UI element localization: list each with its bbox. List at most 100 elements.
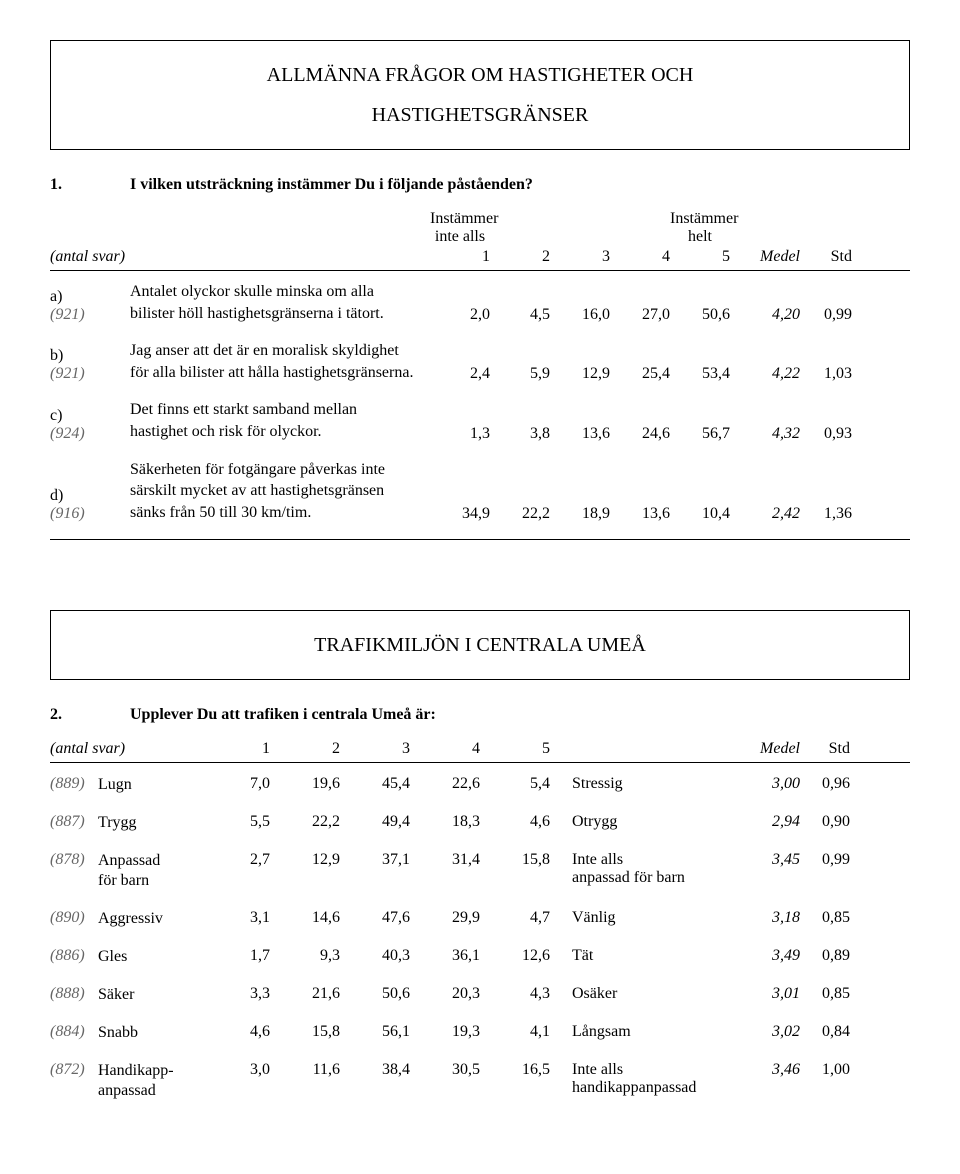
- row-right-label: Stressig: [550, 775, 740, 793]
- row-count: (886): [50, 947, 98, 967]
- table-2-row: (890)Aggressiv3,114,647,629,94,7Vänlig3,…: [50, 909, 910, 929]
- row-id: a): [50, 288, 130, 306]
- cell-medel: 3,46: [740, 1061, 800, 1079]
- row-left-label: Säker: [98, 985, 200, 1005]
- row-right-label: Tät: [550, 947, 740, 965]
- section-1-box: ALLMÄNNA FRÅGOR OM HASTIGHETER OCH HASTI…: [50, 40, 910, 150]
- table-2-row: (878)Anpassadför barn2,712,937,131,415,8…: [50, 851, 910, 891]
- cell-std: 0,96: [800, 775, 850, 793]
- cell-value: 5,5: [200, 813, 270, 831]
- cell-medel: 3,49: [740, 947, 800, 965]
- row-left-label: Anpassadför barn: [98, 851, 200, 891]
- cell-std: 1,00: [800, 1061, 850, 1079]
- cell-value: 20,3: [410, 985, 480, 1003]
- cell-value: 4,6: [200, 1023, 270, 1041]
- section-1-title-line-1: ALLMÄNNA FRÅGOR OM HASTIGHETER OCH: [267, 64, 694, 86]
- question-2-number: 2.: [50, 706, 130, 724]
- table-2-row: (884)Snabb4,615,856,119,34,1Långsam3,020…: [50, 1023, 910, 1043]
- cell-value: 3,0: [200, 1061, 270, 1079]
- cell-value: 12,9: [270, 851, 340, 869]
- cell-value: 50,6: [340, 985, 410, 1003]
- cell-std: 1,03: [800, 365, 852, 383]
- row-count: (889): [50, 775, 98, 795]
- scale-high-label-2: helt: [688, 228, 712, 245]
- t2-col-3: 3: [340, 740, 410, 758]
- col-std: Std: [800, 248, 852, 266]
- cell-medel: 3,02: [740, 1023, 800, 1041]
- cell-medel: 4,22: [730, 365, 800, 383]
- col-4: 4: [610, 248, 670, 266]
- scale-high-label-1: Instämmer: [670, 210, 738, 227]
- cell-value: 3,3: [200, 985, 270, 1003]
- table-1-row: a)(921)Antalet olyckor skulle minska om …: [50, 281, 910, 324]
- question-2-text: Upplever Du att trafiken i centrala Umeå…: [130, 706, 436, 724]
- cell-value: 9,3: [270, 947, 340, 965]
- cell-value: 27,0: [610, 306, 670, 324]
- antal-svar-label-2: (antal svar): [50, 740, 200, 758]
- cell-value: 22,6: [410, 775, 480, 793]
- cell-medel: 3,45: [740, 851, 800, 869]
- cell-value: 45,4: [340, 775, 410, 793]
- cell-std: 0,85: [800, 909, 850, 927]
- row-text: Jag anser att det är en moralisk skyldig…: [130, 340, 430, 383]
- col-medel: Medel: [730, 248, 800, 266]
- cell-std: 0,99: [800, 306, 852, 324]
- scale-low-label-1: Instämmer: [430, 210, 498, 227]
- row-count: (921): [50, 365, 130, 383]
- table-2-row: (888)Säker3,321,650,620,34,3Osäker3,010,…: [50, 985, 910, 1005]
- cell-std: 0,90: [800, 813, 850, 831]
- t2-col-1: 1: [200, 740, 270, 758]
- cell-value: 13,6: [550, 425, 610, 443]
- cell-value: 38,4: [340, 1061, 410, 1079]
- cell-value: 47,6: [340, 909, 410, 927]
- t2-col-4: 4: [410, 740, 480, 758]
- row-left-label: Handikapp-anpassad: [98, 1061, 200, 1101]
- row-right-label: Inte allsanpassad för barn: [550, 851, 740, 887]
- col-5: 5: [670, 248, 730, 266]
- row-count: (921): [50, 306, 130, 324]
- row-id: d): [50, 487, 130, 505]
- cell-value: 18,9: [550, 505, 610, 523]
- cell-value: 13,6: [610, 505, 670, 523]
- cell-std: 0,99: [800, 851, 850, 869]
- table-1-row: d)(916)Säkerheten för fotgängare påverka…: [50, 459, 910, 524]
- row-left-label: Aggressiv: [98, 909, 200, 929]
- question-1: 1. I vilken utsträckning instämmer Du i …: [50, 176, 910, 194]
- row-count: (890): [50, 909, 98, 929]
- cell-value: 53,4: [670, 365, 730, 383]
- cell-std: 0,89: [800, 947, 850, 965]
- row-left-label: Snabb: [98, 1023, 200, 1043]
- row-right-label: Otrygg: [550, 813, 740, 831]
- section-2-box: TRAFIKMILJÖN I CENTRALA UMEÅ: [50, 610, 910, 680]
- cell-value: 25,4: [610, 365, 670, 383]
- cell-value: 5,9: [490, 365, 550, 383]
- cell-value: 12,6: [480, 947, 550, 965]
- cell-value: 29,9: [410, 909, 480, 927]
- row-text: Säkerheten för fotgängare påverkas intes…: [130, 459, 430, 524]
- table-1-header: (antal svar) 1 2 3 4 5 Medel Std: [50, 248, 910, 271]
- section-2-title: TRAFIKMILJÖN I CENTRALA UMEÅ: [61, 625, 899, 665]
- section-1-title-line-2: HASTIGHETSGRÄNSER: [372, 104, 589, 126]
- cell-value: 19,3: [410, 1023, 480, 1041]
- cell-value: 14,6: [270, 909, 340, 927]
- section-1-divider: [50, 539, 910, 540]
- cell-value: 2,7: [200, 851, 270, 869]
- cell-value: 15,8: [270, 1023, 340, 1041]
- cell-medel: 4,32: [730, 425, 800, 443]
- cell-value: 4,1: [480, 1023, 550, 1041]
- cell-value: 4,5: [490, 306, 550, 324]
- cell-value: 37,1: [340, 851, 410, 869]
- cell-value: 34,9: [430, 505, 490, 523]
- cell-medel: 2,42: [730, 505, 800, 523]
- table-2-row: (889)Lugn7,019,645,422,65,4Stressig3,000…: [50, 775, 910, 795]
- cell-value: 5,4: [480, 775, 550, 793]
- cell-value: 22,2: [490, 505, 550, 523]
- cell-value: 11,6: [270, 1061, 340, 1079]
- t2-col-medel: Medel: [740, 740, 800, 758]
- row-text: Det finns ett starkt samband mellanhasti…: [130, 399, 430, 442]
- row-right-label: Långsam: [550, 1023, 740, 1041]
- row-count: (887): [50, 813, 98, 833]
- col-3: 3: [550, 248, 610, 266]
- cell-std: 1,36: [800, 505, 852, 523]
- row-count: (888): [50, 985, 98, 1005]
